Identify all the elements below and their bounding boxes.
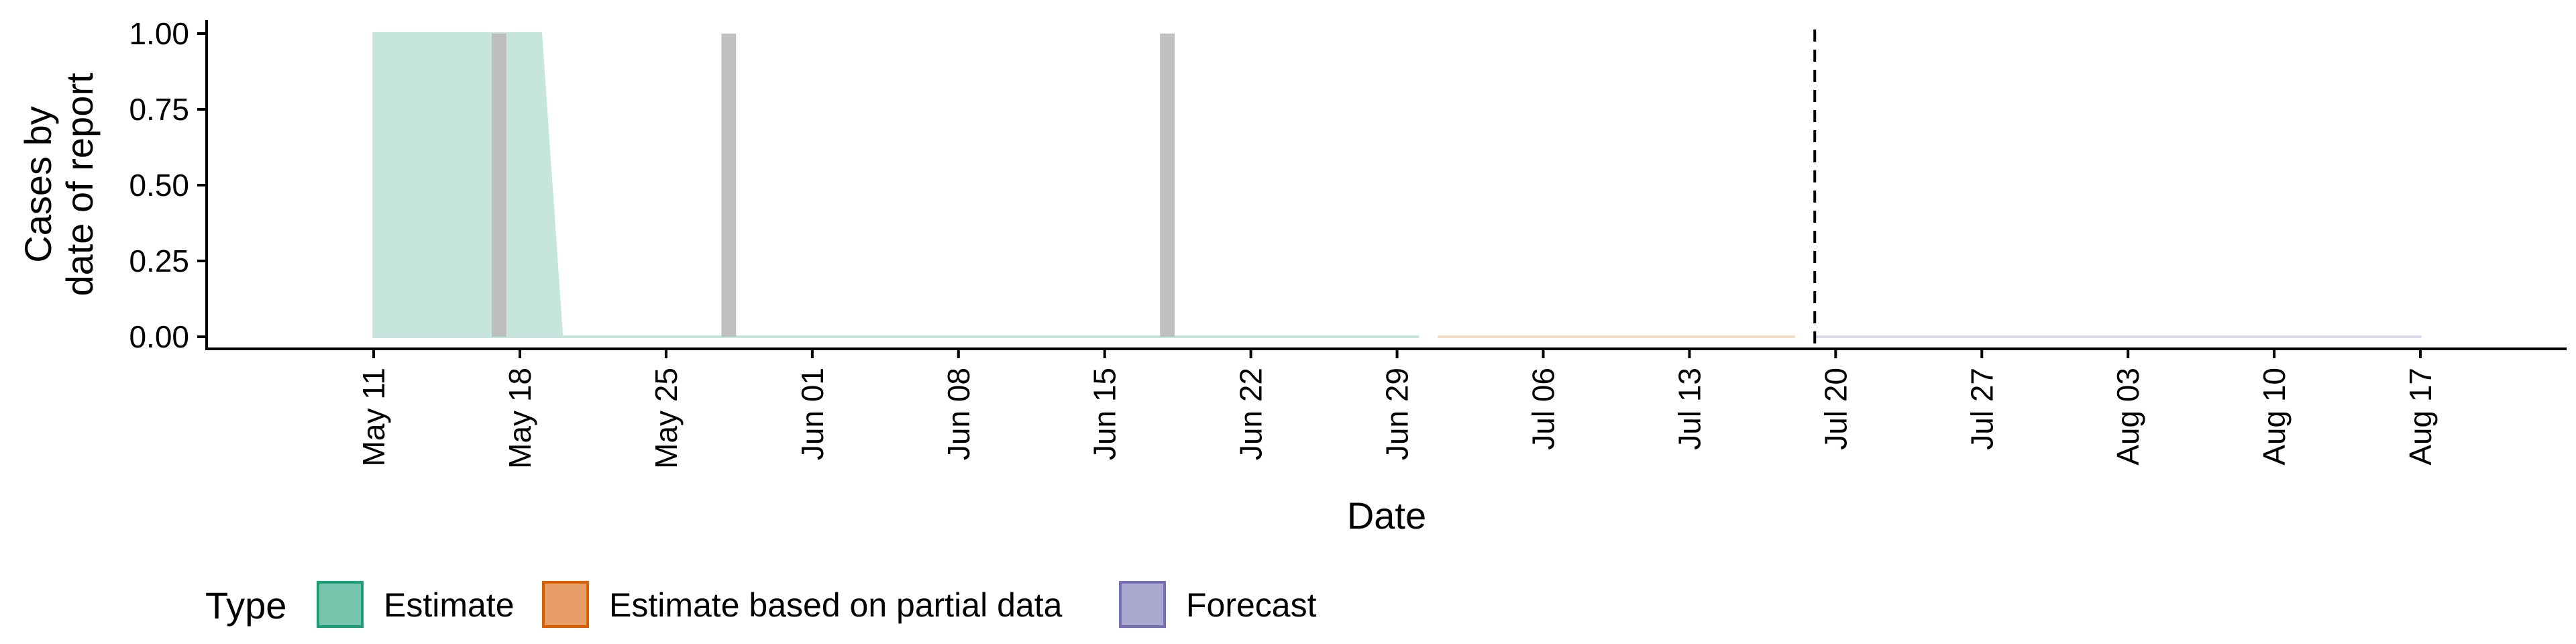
x-tick-label: Aug 17: [2403, 368, 2438, 466]
x-tick-label: Jul 13: [1672, 368, 1707, 450]
x-tick-label: Jun 01: [795, 368, 830, 460]
y-tick-label: 0.50: [129, 168, 189, 203]
x-tick-label: May 25: [649, 368, 684, 469]
y-tick-label: 1.00: [129, 16, 189, 51]
estimate-ribbons: [372, 32, 2422, 338]
x-axis-title: Date: [1347, 494, 1426, 537]
y-tick-label: 0.25: [129, 244, 189, 278]
axis-titles: Date Cases by date of report: [17, 72, 1426, 537]
y-tick-label: 0.75: [129, 92, 189, 127]
y-axis-title-line: Cases by: [17, 106, 59, 262]
legend: Type Estimate Estimate based on partial da…: [205, 581, 1317, 628]
legend-item-label: Estimate: [384, 586, 515, 624]
reported-case-bar: [1160, 34, 1175, 337]
y-axis-title-line: date of report: [58, 72, 101, 297]
legend-title: Type: [205, 584, 286, 627]
legend-swatch: [542, 581, 589, 628]
x-tick-label: Jun 15: [1087, 368, 1122, 460]
x-axis-ticks: May 11 May 18 May 25 Jun 01 Jun 08 Jun 15 Jun …: [356, 349, 2438, 469]
x-tick-label: Jun 22: [1234, 368, 1269, 460]
legend-swatch: [1119, 581, 1166, 628]
x-tick-label: Jun 29: [1380, 368, 1415, 460]
ribbon-estimate: [372, 32, 1419, 338]
y-tick-label: 0.00: [129, 319, 189, 354]
reported-case-bar: [492, 34, 506, 337]
x-tick-label: May 11: [356, 368, 391, 466]
x-tick-label: May 18: [502, 368, 537, 469]
legend-item-label: Estimate based on partial data: [609, 586, 1063, 624]
x-tick-label: Aug 03: [2110, 368, 2145, 466]
x-tick-label: Jul 27: [1964, 368, 1999, 450]
x-tick-label: Jul 20: [1818, 368, 1853, 450]
reported-case-bars: [492, 34, 1175, 337]
x-tick-label: Jun 08: [941, 368, 976, 460]
x-tick-label: Jul 06: [1526, 368, 1561, 450]
legend-swatch: [317, 581, 364, 628]
x-tick-label: Aug 10: [2257, 368, 2292, 466]
legend-item-label: Forecast: [1186, 586, 1317, 624]
y-axis-ticks: 0.00 0.25 0.50 0.75 1.00: [129, 16, 207, 354]
reported-case-bar: [721, 34, 737, 337]
